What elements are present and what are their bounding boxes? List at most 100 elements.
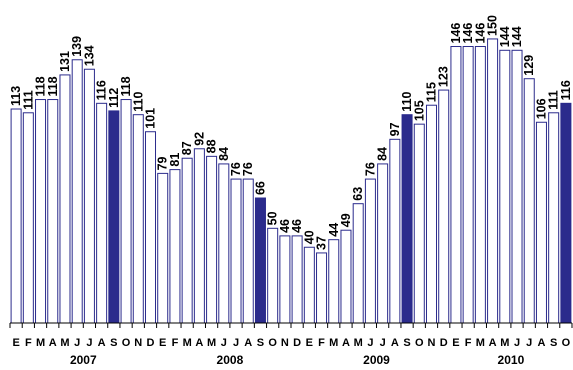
- month-label-19: A: [244, 337, 252, 349]
- month-label-20: S: [257, 337, 264, 349]
- value-label-22: 46: [278, 219, 292, 233]
- value-label-23: 46: [290, 219, 304, 233]
- value-label-6: 134: [82, 45, 96, 66]
- month-label-34: N: [428, 337, 436, 349]
- month-label-24: E: [306, 337, 313, 349]
- value-label-35: 123: [437, 66, 451, 87]
- month-label-37: F: [465, 337, 472, 349]
- bar-23: [291, 235, 303, 324]
- bar-11: [144, 131, 157, 324]
- value-label-45: 116: [559, 80, 573, 100]
- bar-20: [254, 197, 266, 324]
- value-label-36: 146: [449, 23, 463, 44]
- value-label-5: 139: [70, 36, 84, 57]
- bar-6: [83, 68, 95, 324]
- bar-44: [548, 112, 560, 324]
- year-label-2010: 2010: [498, 353, 525, 367]
- value-label-40: 144: [498, 26, 512, 47]
- value-label-31: 97: [388, 122, 402, 136]
- bar-16: [206, 155, 218, 324]
- bar-30: [377, 163, 389, 324]
- value-label-37: 146: [461, 23, 475, 44]
- value-label-41: 144: [510, 26, 524, 47]
- year-label-2009: 2009: [363, 353, 390, 367]
- month-label-2: M: [36, 337, 45, 349]
- month-label-26: M: [329, 337, 338, 349]
- month-label-23: D: [293, 337, 301, 349]
- bar-7: [96, 102, 108, 324]
- value-label-15: 92: [192, 132, 206, 146]
- value-label-29: 76: [363, 162, 377, 176]
- bar-8: [108, 110, 120, 324]
- month-label-31: A: [391, 337, 399, 349]
- bar-37: [462, 46, 474, 324]
- bar-14: [181, 157, 193, 324]
- value-label-30: 84: [376, 147, 390, 161]
- value-label-12: 79: [156, 156, 170, 170]
- bar-1: [22, 112, 34, 324]
- bar-0: [10, 108, 22, 324]
- value-label-21: 50: [266, 211, 280, 225]
- value-label-0: 113: [9, 86, 23, 106]
- bar-36: [450, 46, 462, 324]
- value-label-26: 44: [327, 223, 341, 237]
- value-label-8: 112: [107, 88, 121, 108]
- bar-27: [340, 229, 352, 324]
- value-label-14: 87: [180, 141, 194, 155]
- month-label-7: A: [98, 337, 106, 349]
- bar-40: [499, 49, 511, 324]
- bar-41: [511, 49, 523, 324]
- value-label-38: 146: [473, 23, 487, 44]
- bar-25: [316, 252, 328, 324]
- month-label-6: J: [86, 337, 92, 349]
- bar-19: [242, 178, 254, 324]
- x-ticks-group: [9, 323, 573, 328]
- month-label-5: J: [74, 337, 80, 349]
- value-label-11: 101: [144, 108, 158, 129]
- month-label-41: J: [514, 337, 520, 349]
- bar-38: [474, 46, 486, 324]
- bar-3: [47, 99, 59, 324]
- month-label-36: E: [452, 337, 459, 349]
- value-label-2: 118: [34, 76, 48, 96]
- month-label-1: F: [25, 337, 32, 349]
- bar-15: [193, 148, 205, 324]
- value-label-19: 76: [241, 162, 255, 176]
- bar-24: [303, 246, 315, 324]
- month-label-44: S: [550, 337, 557, 349]
- month-label-40: M: [500, 337, 509, 349]
- value-label-39: 150: [486, 15, 500, 36]
- value-label-42: 129: [522, 55, 536, 76]
- month-label-39: A: [489, 337, 497, 349]
- month-label-9: O: [122, 337, 131, 349]
- value-label-7: 116: [95, 80, 109, 100]
- value-label-3: 118: [46, 76, 60, 96]
- value-label-1: 111: [21, 90, 35, 110]
- month-label-11: D: [147, 337, 155, 349]
- value-label-25: 37: [315, 236, 329, 250]
- month-label-18: J: [233, 337, 239, 349]
- bar-9: [120, 99, 132, 324]
- value-label-10: 110: [131, 91, 145, 111]
- month-label-0: E: [12, 337, 19, 349]
- value-label-13: 81: [168, 153, 182, 167]
- value-label-20: 66: [253, 181, 267, 195]
- month-label-33: O: [415, 337, 424, 349]
- month-label-35: D: [440, 337, 448, 349]
- bar-21: [267, 227, 279, 324]
- month-label-4: M: [60, 337, 69, 349]
- value-label-17: 84: [217, 147, 231, 161]
- value-label-4: 131: [58, 51, 72, 72]
- value-label-34: 115: [425, 82, 439, 102]
- bar-32: [401, 114, 413, 324]
- bar-4: [59, 74, 71, 324]
- month-label-22: N: [281, 337, 289, 349]
- value-label-16: 88: [205, 139, 219, 153]
- month-label-29: J: [367, 337, 373, 349]
- bar-13: [169, 169, 181, 324]
- month-label-16: M: [207, 337, 216, 349]
- bar-42: [523, 78, 535, 324]
- value-label-44: 111: [547, 90, 561, 110]
